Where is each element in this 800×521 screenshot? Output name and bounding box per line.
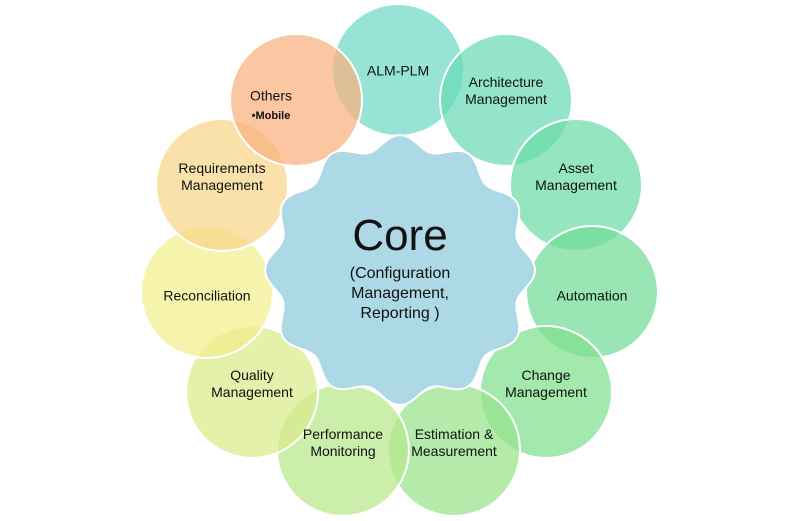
module-label: Management bbox=[181, 177, 263, 193]
module-label: Requirements bbox=[178, 160, 265, 176]
module-label: Architecture bbox=[469, 74, 544, 90]
module-label: Others bbox=[250, 88, 292, 104]
module-label: Management bbox=[465, 91, 547, 107]
module-label: Asset bbox=[558, 160, 593, 176]
module-label: Management bbox=[535, 177, 617, 193]
module-label: Quality bbox=[230, 367, 274, 383]
module-label: Automation bbox=[557, 288, 628, 304]
module-circle bbox=[229, 33, 363, 167]
module-label: Management bbox=[211, 384, 293, 400]
core-title: Core bbox=[352, 211, 447, 260]
module-label: Management bbox=[505, 384, 587, 400]
module-label: Performance bbox=[303, 426, 383, 442]
core-scalloped-shape bbox=[263, 133, 537, 407]
core-element: Core (Configuration Management, Reportin… bbox=[263, 133, 537, 407]
core-subtitle-line: Management, bbox=[351, 285, 449, 302]
core-subtitle-line: Reporting ) bbox=[360, 305, 439, 322]
module-label: Monitoring bbox=[310, 443, 375, 459]
core-subtitle-line: (Configuration bbox=[350, 265, 451, 282]
module-label: ALM-PLM bbox=[367, 63, 429, 79]
module-label: Change bbox=[521, 367, 570, 383]
module-label: Measurement bbox=[411, 443, 497, 459]
module-label: Estimation & bbox=[415, 426, 494, 442]
module-sublabel: •Mobile bbox=[252, 110, 291, 122]
satellite-circles: ALM-PLMArchitectureManagementAssetManage… bbox=[140, 3, 659, 517]
module-label: Reconciliation bbox=[163, 288, 250, 304]
